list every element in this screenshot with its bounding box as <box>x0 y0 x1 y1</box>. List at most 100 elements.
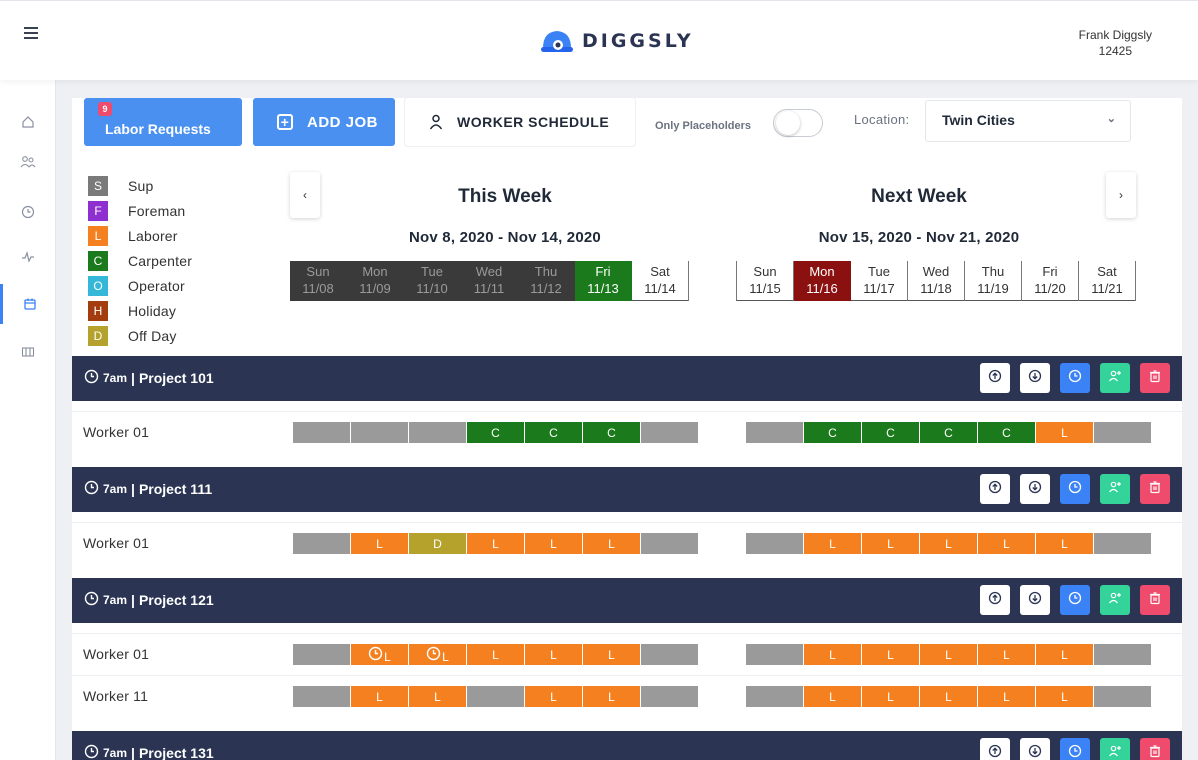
only-placeholders-toggle[interactable] <box>773 109 823 137</box>
move-down-button[interactable] <box>1020 738 1050 760</box>
add-job-button[interactable]: + ADD JOB <box>253 98 395 146</box>
move-up-button[interactable] <box>980 363 1010 393</box>
day-header[interactable]: Sun 11/08 <box>290 261 347 301</box>
worker-schedule-button[interactable]: WORKER SCHEDULE <box>405 98 635 146</box>
schedule-cell[interactable]: L <box>978 644 1035 665</box>
user-info[interactable]: Frank Diggsly 12425 <box>1079 27 1152 59</box>
day-header[interactable]: Mon 11/09 <box>347 261 404 301</box>
schedule-cell[interactable] <box>293 644 350 665</box>
labor-requests-button[interactable]: 9 Labor Requests <box>84 98 242 146</box>
set-time-button[interactable] <box>1060 585 1090 615</box>
schedule-cell[interactable]: C <box>920 422 977 443</box>
worker-name[interactable]: Worker 01 <box>83 535 150 551</box>
schedule-cell[interactable] <box>746 533 803 554</box>
schedule-cell[interactable] <box>641 533 698 554</box>
schedule-cell[interactable]: L <box>1036 644 1093 665</box>
schedule-cell[interactable]: C <box>804 422 861 443</box>
schedule-cell[interactable]: L <box>978 533 1035 554</box>
day-header[interactable]: Sun 11/15 <box>737 261 794 301</box>
schedule-cell[interactable]: C <box>862 422 919 443</box>
schedule-cell[interactable]: L <box>525 686 582 707</box>
schedule-cell[interactable]: L <box>583 686 640 707</box>
schedule-cell[interactable]: L <box>467 533 524 554</box>
day-header[interactable]: Fri 11/13 <box>575 261 632 301</box>
schedule-cell[interactable]: L <box>1036 686 1093 707</box>
day-header[interactable]: Tue 11/17 <box>851 261 908 301</box>
schedule-cell[interactable]: L <box>804 686 861 707</box>
delete-project-button[interactable] <box>1140 474 1170 504</box>
schedule-cell[interactable]: L <box>804 644 861 665</box>
schedule-cell[interactable] <box>746 686 803 707</box>
move-up-button[interactable] <box>980 738 1010 760</box>
day-header[interactable]: Wed 11/18 <box>908 261 965 301</box>
day-header[interactable]: Sat 11/14 <box>632 261 689 301</box>
schedule-cell[interactable] <box>409 422 466 443</box>
schedule-cell[interactable]: L <box>862 644 919 665</box>
prev-week-button[interactable]: ‹ <box>290 172 320 218</box>
schedule-cell[interactable] <box>1094 422 1151 443</box>
schedule-cell[interactable] <box>746 644 803 665</box>
day-header[interactable]: Mon 11/16 <box>794 261 851 301</box>
schedule-cell[interactable] <box>641 686 698 707</box>
schedule-cell[interactable]: L <box>525 644 582 665</box>
schedule-cell[interactable]: L <box>351 644 408 665</box>
set-time-button[interactable] <box>1060 474 1090 504</box>
add-worker-button[interactable] <box>1100 738 1130 760</box>
schedule-cell[interactable]: C <box>467 422 524 443</box>
schedule-cell[interactable]: C <box>978 422 1035 443</box>
sidebar-item-calendar[interactable] <box>0 284 56 324</box>
move-down-button[interactable] <box>1020 363 1050 393</box>
worker-name[interactable]: Worker 01 <box>83 646 150 662</box>
menu-icon[interactable] <box>24 27 38 41</box>
schedule-cell[interactable] <box>293 422 350 443</box>
next-week-button[interactable]: › <box>1106 172 1136 218</box>
schedule-cell[interactable]: L <box>920 644 977 665</box>
schedule-cell[interactable]: C <box>525 422 582 443</box>
schedule-cell[interactable] <box>351 422 408 443</box>
schedule-cell[interactable]: L <box>583 644 640 665</box>
delete-project-button[interactable] <box>1140 738 1170 760</box>
schedule-cell[interactable] <box>641 644 698 665</box>
sidebar-item-activity[interactable] <box>0 237 56 277</box>
move-down-button[interactable] <box>1020 474 1050 504</box>
schedule-cell[interactable] <box>467 686 524 707</box>
schedule-cell[interactable]: C <box>583 422 640 443</box>
schedule-cell[interactable] <box>1094 533 1151 554</box>
schedule-cell[interactable] <box>293 533 350 554</box>
add-worker-button[interactable] <box>1100 585 1130 615</box>
schedule-cell[interactable]: L <box>862 686 919 707</box>
schedule-cell[interactable]: L <box>351 533 408 554</box>
schedule-cell[interactable]: L <box>525 533 582 554</box>
schedule-cell[interactable]: L <box>978 686 1035 707</box>
sidebar-item-grid[interactable] <box>0 332 56 372</box>
schedule-cell[interactable] <box>641 422 698 443</box>
schedule-cell[interactable]: L <box>1036 422 1093 443</box>
move-down-button[interactable] <box>1020 585 1050 615</box>
schedule-cell[interactable]: L <box>409 644 466 665</box>
schedule-cell[interactable]: L <box>920 533 977 554</box>
schedule-cell[interactable]: L <box>351 686 408 707</box>
schedule-cell[interactable]: L <box>862 533 919 554</box>
sidebar-item-users[interactable] <box>0 142 56 182</box>
schedule-cell[interactable]: L <box>1036 533 1093 554</box>
set-time-button[interactable] <box>1060 738 1090 760</box>
delete-project-button[interactable] <box>1140 363 1170 393</box>
day-header[interactable]: Sat 11/21 <box>1079 261 1136 301</box>
move-up-button[interactable] <box>980 474 1010 504</box>
worker-name[interactable]: Worker 11 <box>83 688 149 704</box>
day-header[interactable]: Thu 11/19 <box>965 261 1022 301</box>
sidebar-item-clock[interactable] <box>0 192 56 232</box>
worker-name[interactable]: Worker 01 <box>83 424 150 440</box>
schedule-cell[interactable] <box>746 422 803 443</box>
day-header[interactable]: Tue 11/10 <box>404 261 461 301</box>
move-up-button[interactable] <box>980 585 1010 615</box>
schedule-cell[interactable]: L <box>409 686 466 707</box>
sidebar-item-home[interactable] <box>0 102 56 142</box>
set-time-button[interactable] <box>1060 363 1090 393</box>
schedule-cell[interactable]: L <box>467 644 524 665</box>
schedule-cell[interactable] <box>1094 644 1151 665</box>
day-header[interactable]: Fri 11/20 <box>1022 261 1079 301</box>
schedule-cell[interactable]: D <box>409 533 466 554</box>
schedule-cell[interactable]: L <box>804 533 861 554</box>
add-worker-button[interactable] <box>1100 474 1130 504</box>
